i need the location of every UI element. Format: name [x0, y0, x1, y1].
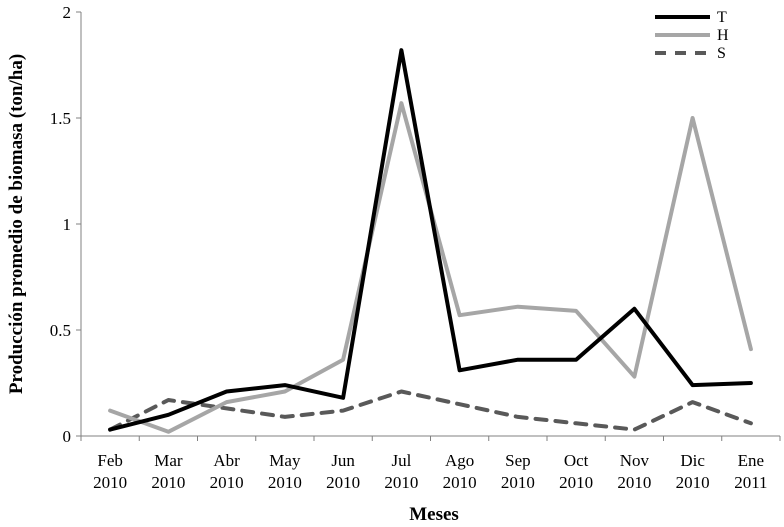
- x-tick-label-month: Ene: [738, 451, 764, 470]
- legend-label-H: H: [717, 27, 729, 44]
- y-tick-label: 1.5: [50, 109, 71, 128]
- legend-label-T: T: [717, 9, 727, 26]
- x-tick-label-year: 2010: [268, 473, 302, 492]
- y-axis-title: Producción promedio de biomasa (ton/ha): [6, 54, 27, 394]
- x-tick-label-month: Abr: [213, 451, 240, 470]
- x-tick-label-month: Feb: [97, 451, 123, 470]
- y-axis-ticks: 0 0.5 1 1.5 2: [50, 3, 81, 446]
- legend-label-S: S: [717, 45, 726, 62]
- x-tick-label-year: 2010: [210, 473, 244, 492]
- x-tick-label-month: Oct: [564, 451, 589, 470]
- x-tick-label-year: 2010: [93, 473, 127, 492]
- legend: THS: [655, 9, 729, 62]
- x-tick-label-year: 2010: [384, 473, 418, 492]
- y-tick-label: 0.5: [50, 321, 71, 340]
- x-tick-label-year: 2010: [151, 473, 185, 492]
- x-tick-label-year: 2010: [676, 473, 710, 492]
- x-axis-title: Meses: [409, 504, 459, 525]
- series-line-S: [108, 389, 753, 432]
- x-tick-label-year: 2010: [326, 473, 360, 492]
- y-tick-label: 1: [63, 215, 72, 234]
- x-axis-ticks: Feb 2010 Mar 2010 Abr 2010 May 2010 Jun 2010 Jul 20…: [80, 436, 781, 492]
- y-tick-label: 0: [63, 427, 72, 446]
- x-tick-label-month: Mar: [154, 451, 183, 470]
- x-tick-label-month: Dic: [680, 451, 705, 470]
- x-tick-label-year: 2010: [559, 473, 593, 492]
- x-tick-label-month: Jun: [331, 451, 355, 470]
- x-tick-label-year: 2011: [734, 473, 767, 492]
- x-tick-label-year: 2010: [501, 473, 535, 492]
- x-tick-label-month: Sep: [505, 451, 531, 470]
- series-line-T: [108, 48, 753, 432]
- x-tick-label-month: May: [269, 451, 301, 470]
- x-tick-label-month: Jul: [391, 451, 411, 470]
- x-tick-label-month: Ago: [445, 451, 474, 470]
- x-tick-label-year: 2010: [443, 473, 477, 492]
- y-tick-label: 2: [63, 3, 72, 22]
- x-tick-label-year: 2010: [617, 473, 651, 492]
- series-line-H: [108, 101, 753, 434]
- chart-axes: [80, 12, 780, 437]
- x-tick-label-month: Nov: [620, 451, 650, 470]
- series-lines: [108, 48, 753, 434]
